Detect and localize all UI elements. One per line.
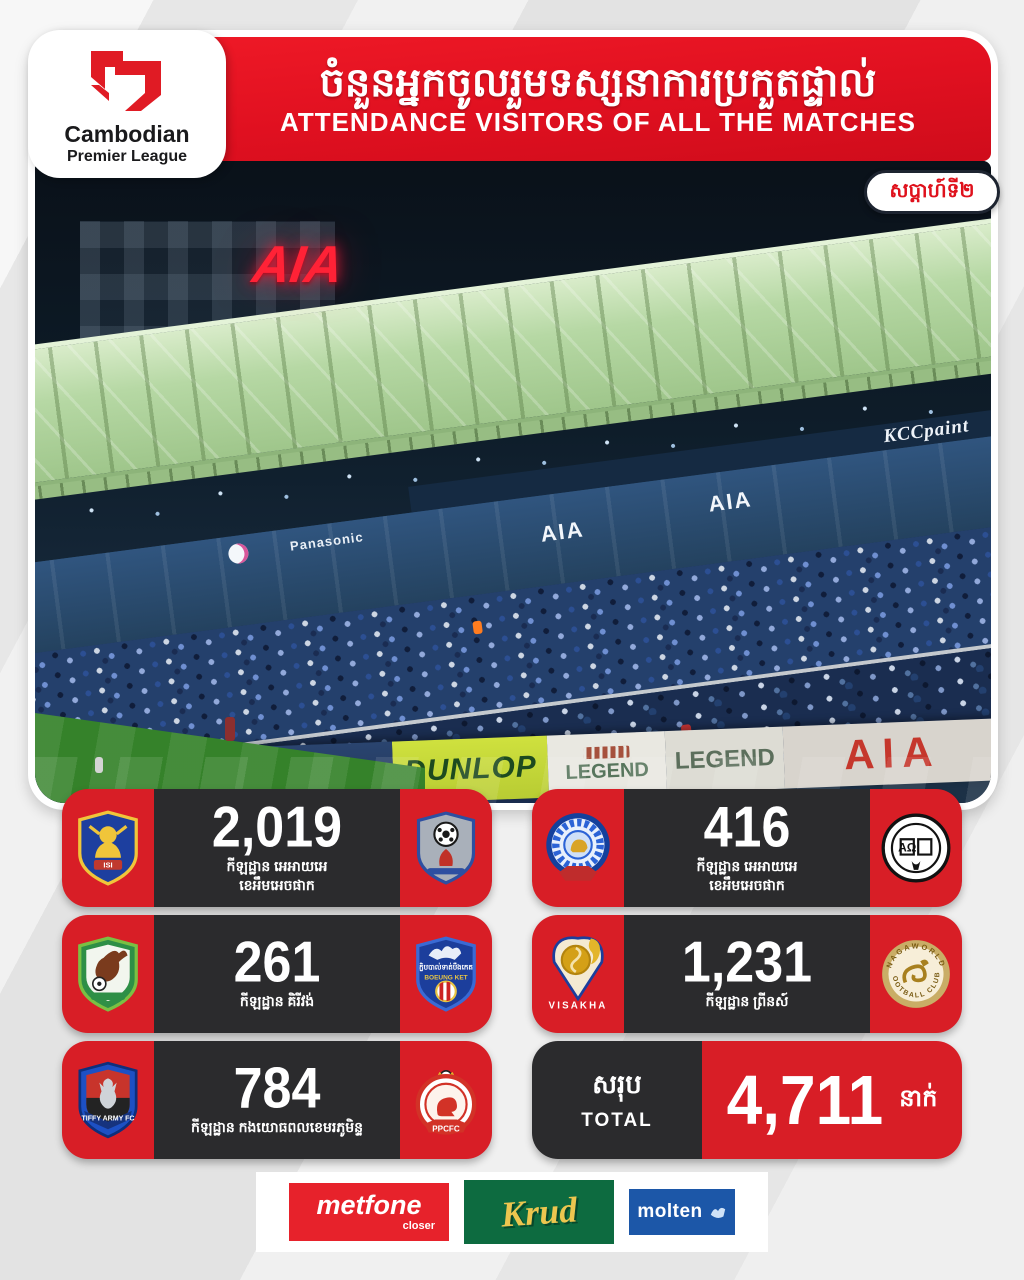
match-card-4: VISAKHA 1,231 កីឡដ្ឋាន ព្រីនស៍	[532, 915, 962, 1033]
venue-caption: កីឡដ្ឋាន ព្រីនស៍	[706, 992, 789, 1011]
svg-text:PPCFC: PPCFC	[432, 1124, 460, 1133]
grandstand-scene: KCCpaint Panasonic AIA AIA	[35, 161, 991, 803]
total-label-english: TOTAL	[581, 1110, 653, 1131]
tiffy-army-fc-logo: TIFFY ARMY FC	[62, 1041, 154, 1159]
visakha-fc-logo: VISAKHA	[532, 915, 624, 1033]
page-subtitle-english: ATTENDANCE VISITORS OF ALL THE MATCHES	[279, 106, 916, 137]
sponsor-krud: Krud	[464, 1180, 614, 1244]
league-name-line2: Premier League	[66, 147, 188, 165]
venue-line1: កីឡដ្ឋាន កងយោធពលខេមរភូមិន្ទ	[190, 1119, 364, 1136]
match-card-3: 261 កីឡដ្ឋាន គិរីវង់ ក្លិបបាល់ទាត់បឹងកេត…	[62, 915, 492, 1033]
match-card-5: TIFFY ARMY FC 784 កីឡដ្ឋាន កងយោធពលខេមរភូ…	[62, 1041, 492, 1159]
attendance-panel: 784 កីឡដ្ឋាន កងយោធពលខេមរភូមិន្ទ	[154, 1041, 400, 1159]
life-fc-logo: ΑΩ	[870, 789, 962, 907]
steward-orange-vest	[471, 620, 483, 635]
cpl-logo-icon	[91, 50, 161, 111]
venue-line1: កីឡដ្ឋាន ព្រីនស៍	[705, 993, 789, 1010]
coach-figure	[225, 717, 235, 741]
ballboy-figure	[95, 757, 103, 773]
total-label-khmer: សរុប	[592, 1069, 642, 1099]
phnom-penh-crown-fc-logo: PPCFC	[400, 1041, 492, 1159]
venue-line2: ខេអឹមអេចផាក	[709, 876, 785, 893]
venue-line1: កីឡដ្ឋាន អេអាយអេ	[226, 857, 328, 874]
aia-deck-label: AIA	[538, 516, 586, 547]
total-card: សរុប TOTAL 4,711 នាក់	[532, 1041, 962, 1159]
venue-caption: កីឡដ្ឋាន គិរីវង់	[240, 992, 314, 1011]
attendance-panel: 261 កីឡដ្ឋាន គិរីវង់	[154, 915, 400, 1033]
venue-caption: កីឡដ្ឋាន អេអាយអេ ខេអឹមអេចផាក	[227, 857, 328, 895]
metfone-tagline: closer	[402, 1220, 435, 1232]
svg-text:TIFFY ARMY FC: TIFFY ARMY FC	[82, 1116, 135, 1123]
boeung-ket-fc-logo: ក្លិបបាល់ទាត់បឹងកេត BOEUNG KET	[400, 915, 492, 1033]
total-label-panel: សរុប TOTAL	[532, 1041, 702, 1159]
aia-neon-sign: AIA	[248, 236, 347, 294]
page-title-khmer: ចំនួនអ្នកចូលរួមទស្សនាការប្រកួតផ្ទាល់	[319, 60, 877, 105]
match-card-1: ISI 2,019 កីឡដ្ឋាន អេអាយអេ ខេអឹមអេចផាក	[62, 789, 492, 907]
stadium-photo: KCCpaint Panasonic AIA AIA AIA Cambod	[35, 161, 991, 803]
sathapana-bank-sign	[226, 542, 250, 565]
molten-logo-mark	[710, 1207, 725, 1218]
attendance-panel: 416 កីឡដ្ឋាន អេអាយអេ ខេអឹមអេចផាក	[624, 789, 870, 907]
match-card-2: 416 កីឡដ្ឋាន អេអាយអេ ខេអឹមអេចផាក ΑΩ	[532, 789, 962, 907]
attendance-panel: 1,231 កីឡដ្ឋាន ព្រីនស៍	[624, 915, 870, 1033]
venue-line1: កីឡដ្ឋាន អេអាយអេ	[696, 857, 798, 874]
total-value-panel: 4,711 នាក់	[702, 1041, 962, 1159]
sponsor-molten: molten	[629, 1189, 735, 1235]
venue-caption: កីឡដ្ឋាន កងយោធពលខេមរភូមិន្ទ	[191, 1118, 363, 1137]
attendance-panel: 2,019 កីឡដ្ឋាន អេអាយអេ ខេអឹមអេចផាក	[154, 789, 400, 907]
total-value: 4,711	[726, 1061, 884, 1139]
sponsor-footer: metfone closer Krud molten	[256, 1172, 768, 1252]
isi-dangkor-senchey-logo: ISI	[62, 789, 154, 907]
svg-text:ΑΩ: ΑΩ	[898, 840, 917, 854]
panasonic-sign: Panasonic	[289, 529, 365, 554]
attendance-value: 2,019	[211, 795, 343, 860]
svg-text:ISI: ISI	[103, 861, 112, 870]
league-name-line1: Cambodian	[64, 120, 190, 147]
national-police-fc-logo	[532, 789, 624, 907]
metfone-wordmark: metfone	[316, 1190, 422, 1220]
molten-wordmark: molten	[637, 1201, 703, 1222]
aia-deck-label: AIA	[706, 486, 754, 517]
krud-wordmark: Krud	[499, 1189, 579, 1235]
svg-text:ក្លិបបាល់ទាត់បឹងកេត: ក្លិបបាល់ទាត់បឹងកេត	[419, 962, 473, 972]
attendance-value: 1,231	[681, 931, 813, 995]
total-unit: នាក់	[899, 1084, 938, 1112]
week-badge: សប្តាហ៍ទី២	[864, 170, 1000, 214]
svg-text:VISAKHA: VISAKHA	[549, 1001, 608, 1012]
attendance-value: 416	[703, 795, 791, 860]
title-block: ចំនួនអ្នកចូលរួមទស្សនាការប្រកួតផ្ទាល់ ATT…	[215, 37, 981, 161]
league-logo-card: Cambodian Premier League	[28, 30, 226, 178]
nagaworld-fc-logo: NAGAWORLD FOOTBALL CLUB	[870, 915, 962, 1033]
venue-line1: កីឡដ្ឋាន គិរីវង់	[239, 993, 315, 1010]
preah-khan-reach-svay-rieng-logo	[400, 789, 492, 907]
svg-text:BOEUNG KET: BOEUNG KET	[424, 974, 467, 981]
venue-line2: ខេអឹមអេចផាក	[239, 876, 315, 893]
main-card: ចំនួនអ្នកចូលរួមទស្សនាការប្រកួតផ្ទាល់ ATT…	[28, 30, 998, 810]
kirivong-sok-sen-chey-logo	[62, 915, 154, 1033]
attendance-value: 784	[233, 1057, 321, 1121]
venue-caption: កីឡដ្ឋាន អេអាយអេ ខេអឹមអេចផាក	[697, 857, 798, 895]
attendance-value: 261	[233, 931, 321, 995]
sponsor-metfone: metfone closer	[289, 1183, 449, 1241]
attendance-grid: ISI 2,019 កីឡដ្ឋាន អេអាយអេ ខេអឹមអេចផាក	[62, 789, 962, 1159]
